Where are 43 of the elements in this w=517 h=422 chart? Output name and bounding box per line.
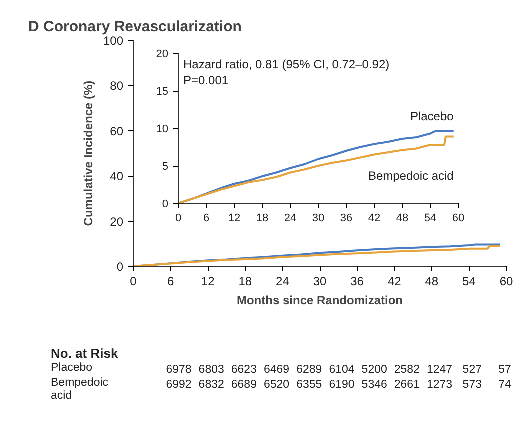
x-tick-label: 54 [462, 274, 476, 288]
x-axis-title: Months since Randomization [236, 294, 404, 308]
x-tick-label: 54 [424, 212, 437, 224]
y-tick-label: 100 [103, 34, 124, 48]
x-tick-label: 42 [388, 274, 402, 288]
y-tick-label: 0 [116, 260, 124, 274]
annotation: Hazard ratio, 0.81 (95% CI, 0.72–0.92) [184, 58, 390, 72]
y-tick-label: 20 [156, 48, 169, 60]
annotation: P=0.001 [184, 74, 229, 88]
x-tick-label: 0 [175, 212, 182, 224]
x-tick-label: 6 [167, 274, 174, 288]
x-tick-label: 18 [256, 212, 269, 224]
x-tick-label: 48 [396, 212, 409, 224]
text: Bempedoic acid 6992 6832 6689 6520 6355 6190 5346 2661 1273 573 74 [51, 377, 512, 402]
chart-title: D Coronary Revascularization [28, 18, 242, 36]
x-tick-label: 24 [276, 274, 290, 288]
y-tick-label: 10 [156, 124, 169, 136]
y-tick-label: 20 [110, 214, 124, 229]
x-tick-label: 12 [228, 212, 241, 224]
y-tick-label: 5 [162, 161, 169, 173]
x-tick-label: 36 [350, 274, 364, 288]
y-tick-label: 80 [110, 79, 124, 94]
x-tick-label: 0 [130, 274, 138, 288]
x-tick-label: 24 [284, 212, 297, 224]
series-label: Bempedoic acid [368, 168, 454, 183]
y-tick-label: 60 [110, 124, 124, 138]
series-label: Placebo [410, 110, 454, 124]
x-tick-label: 18 [238, 274, 252, 288]
x-tick-label: 30 [312, 212, 325, 224]
y-axis-title: Cumulative Incidence (%) [81, 80, 96, 226]
y-tick-label: 15 [156, 86, 169, 98]
x-tick-label: 6 [203, 212, 210, 224]
text: No. at Risk [51, 345, 118, 362]
x-tick-label: 30 [313, 274, 327, 288]
x-tick-label: 60 [500, 274, 514, 288]
text: Placebo 6978 6803 6623 6469 6289 6104 5200 2582 1247 527 57 [51, 362, 512, 376]
y-tick-label: 40 [110, 170, 124, 184]
x-tick-label: 48 [425, 274, 439, 288]
x-tick-label: 12 [201, 274, 216, 288]
x-tick-label: 60 [452, 212, 465, 224]
y-tick-label: 0 [162, 198, 169, 210]
x-tick-label: 36 [340, 212, 353, 224]
x-tick-label: 42 [368, 212, 381, 224]
